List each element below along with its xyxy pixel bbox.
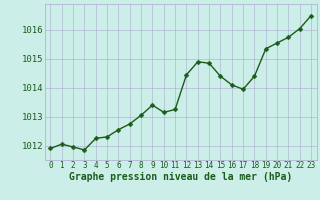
X-axis label: Graphe pression niveau de la mer (hPa): Graphe pression niveau de la mer (hPa) — [69, 172, 292, 182]
